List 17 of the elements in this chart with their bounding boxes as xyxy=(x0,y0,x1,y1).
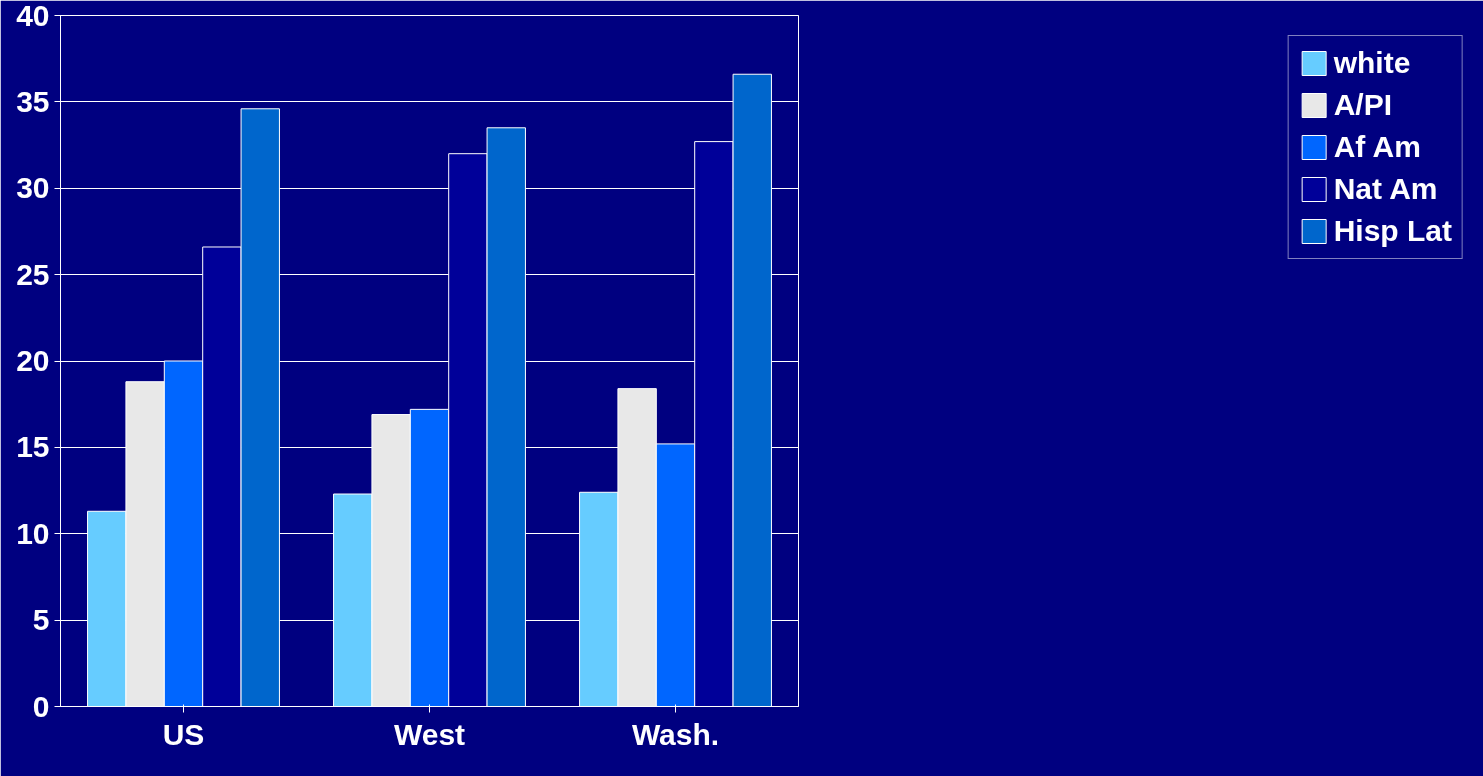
y-tick-label: 35 xyxy=(16,84,50,118)
y-tick-label: 40 xyxy=(16,0,50,32)
y-tick-label: 5 xyxy=(32,603,50,637)
x-tick-label: US xyxy=(162,717,205,751)
legend-label: A/PI xyxy=(1333,88,1392,122)
y-tick-label: 10 xyxy=(16,516,50,550)
legend-label: white xyxy=(1333,46,1411,80)
y-tick-label: 15 xyxy=(16,430,50,464)
y-tick-label: 20 xyxy=(16,344,50,377)
legend-label: Nat Am xyxy=(1333,172,1438,206)
legend-label: Hisp Lat xyxy=(1333,214,1452,248)
y-tick-label: 25 xyxy=(16,257,50,291)
y-tick-label: 0 xyxy=(32,689,50,723)
y-tick-label: 30 xyxy=(16,171,50,205)
legend-label: Af Am xyxy=(1333,130,1421,164)
x-tick-label: Wash. xyxy=(631,717,720,751)
x-tick-label: West xyxy=(393,717,466,751)
